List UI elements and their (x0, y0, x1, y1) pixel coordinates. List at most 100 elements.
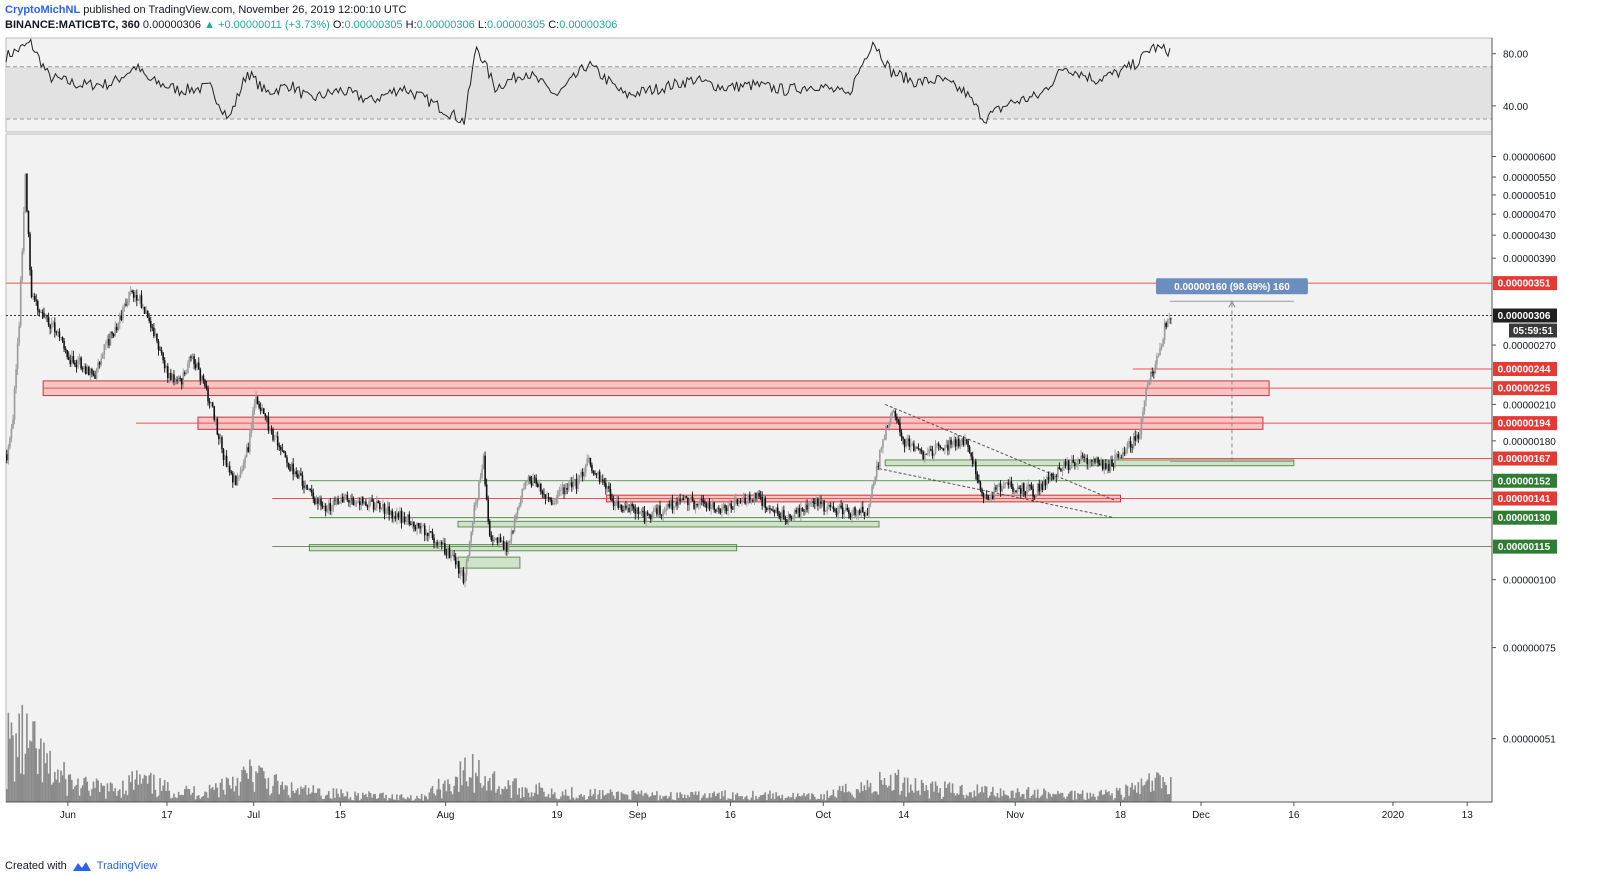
candle (1087, 459, 1090, 470)
candle-body (194, 364, 197, 368)
measure-label[interactable]: 0.00000160 (98.69%) 160 (1155, 278, 1308, 295)
candle (666, 500, 669, 511)
time-tick-label: 13 (1462, 810, 1474, 821)
candle-body (987, 495, 989, 501)
price-pane[interactable]: 0.00000160 (98.69%) 160 (5, 133, 1493, 803)
candle (160, 346, 163, 356)
candle (812, 498, 815, 508)
candle-body (1109, 459, 1112, 471)
candle (814, 498, 816, 510)
volume-bar (841, 785, 844, 802)
support-zone[interactable] (308, 544, 738, 552)
candle-body (1170, 318, 1172, 320)
candle (622, 505, 624, 514)
candle-body (507, 542, 510, 552)
price-tick-label: 0.00000390 (1503, 254, 1556, 265)
resistance-price-tag[interactable]: 0.00000244 (1493, 361, 1557, 376)
candle-body (465, 561, 468, 576)
candle-body (156, 333, 158, 342)
candle (561, 481, 564, 495)
candle (1083, 453, 1085, 463)
volume-bar (790, 797, 793, 802)
candle-body (639, 512, 641, 515)
candle-body (1159, 348, 1161, 356)
candle-body (374, 507, 377, 510)
volume-bar (344, 796, 347, 802)
candle (855, 509, 858, 520)
rsi-pane[interactable] (5, 37, 1493, 133)
candle-body (776, 507, 779, 514)
candle-body (64, 348, 67, 351)
candle (389, 509, 392, 516)
volume-bar (589, 789, 592, 802)
candle-body (928, 449, 931, 454)
candle-body (1106, 464, 1109, 469)
candle-body (12, 419, 14, 429)
symbol-label[interactable]: BINANCE:MATICBTC, 360 (5, 19, 140, 31)
author-link[interactable]: CryptoMichNL (5, 4, 81, 16)
volume-bar (558, 799, 561, 802)
candle-body (29, 233, 31, 270)
trendline[interactable] (885, 403, 1115, 501)
tradingview-link[interactable]: TradingView (96, 860, 158, 872)
volume-bar (55, 779, 58, 802)
volume-bar (411, 800, 414, 802)
volume-bar (586, 799, 589, 802)
time-axis[interactable]: Jun 17 Jul 15 Aug 19 Sep 16 Oct 14 Nov 18 Dec 16 2020 1… (6, 801, 1492, 821)
candle (337, 495, 339, 505)
resistance-price-tag[interactable]: 0.00000167 (1493, 451, 1557, 466)
candle-body (914, 447, 917, 451)
volume-bar (1115, 787, 1118, 802)
support-price-tag[interactable]: 0.00000115 (1493, 539, 1557, 554)
volume-bar (1080, 793, 1082, 802)
candle (961, 437, 963, 447)
candle (696, 503, 698, 508)
volume-bar (6, 789, 8, 802)
candle-body (632, 506, 635, 509)
support-zone[interactable] (457, 520, 880, 528)
volume-bar (176, 797, 178, 802)
high-label: H: (405, 19, 417, 31)
resistance-price-tag[interactable]: 0.00000141 (1493, 491, 1557, 506)
candle (255, 391, 257, 409)
candle (303, 480, 305, 494)
candle (253, 399, 256, 415)
candle (348, 499, 350, 507)
candle-body (24, 173, 27, 213)
support-price-tag[interactable]: 0.00000130 (1493, 510, 1557, 525)
candle-body (790, 517, 793, 519)
candle-body (153, 327, 155, 336)
resistance-price-tag[interactable]: 0.00000225 (1493, 381, 1557, 396)
candle-body (905, 440, 907, 447)
support-price-tag[interactable]: 0.00000152 (1493, 473, 1557, 488)
candle-body (697, 503, 700, 506)
candle-body (210, 402, 212, 404)
current-price-tag[interactable]: 0.00000306 (1493, 308, 1557, 323)
candle-body (800, 508, 802, 517)
candle-body (636, 507, 638, 514)
candle-body (295, 471, 298, 475)
candle (524, 480, 527, 490)
volume-bar (1075, 799, 1078, 802)
candle-body (286, 457, 288, 463)
candle-body (385, 511, 387, 514)
rsi-band (6, 66, 1492, 119)
candle (137, 298, 140, 301)
candle-body (974, 461, 977, 474)
candle (136, 289, 138, 307)
resistance-price-tag[interactable]: 0.00000194 (1493, 416, 1557, 431)
volume-bar (437, 778, 440, 802)
candle (541, 489, 544, 499)
candle-body (1126, 443, 1129, 450)
volume-bar (1040, 796, 1042, 802)
candle-body (403, 516, 406, 523)
trendline[interactable] (878, 468, 1115, 519)
resistance-price-tag[interactable]: 0.00000351 (1493, 276, 1557, 291)
candle (210, 402, 212, 408)
candle (704, 499, 706, 508)
candle-body (1115, 454, 1118, 456)
candle-body (434, 542, 437, 544)
volume-bar (41, 782, 44, 802)
price-axis[interactable]: 80.0040.000.000006000.000005500.00000510… (1491, 38, 1557, 802)
